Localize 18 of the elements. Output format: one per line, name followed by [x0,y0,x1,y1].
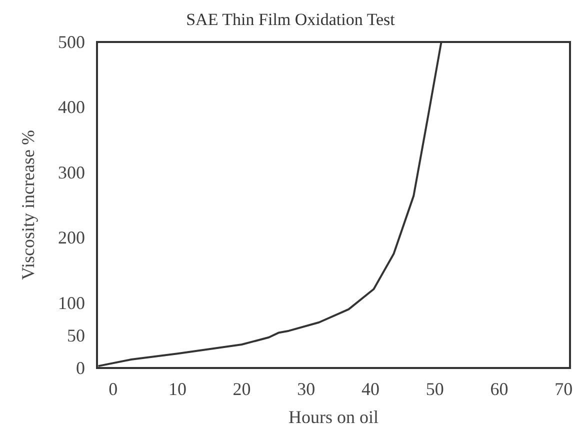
y-axis-title: Viscosity increase % [18,130,38,280]
y-tick-label: 300 [58,162,85,182]
x-tick-label: 60 [490,379,508,399]
y-tick-label: 0 [76,358,85,378]
x-tick-label: 0 [108,379,118,399]
x-tick-label: 10 [168,379,186,399]
y-tick-label: 500 [58,32,85,52]
x-axis-title: Hours on oil [288,407,378,427]
x-tick-label: 70 [554,379,573,399]
x-tick-label: 40 [362,379,380,399]
chart-title: SAE Thin Film Oxidation Test [186,10,396,29]
x-tick-label: 20 [232,379,251,399]
x-tick-label: 50 [426,379,444,399]
y-tick-label: 400 [58,97,85,118]
y-tick-label: 200 [58,228,85,248]
y-tick-label: 50 [67,325,85,346]
x-tick-label: 30 [297,379,316,399]
y-tick-label: 100 [58,292,85,313]
